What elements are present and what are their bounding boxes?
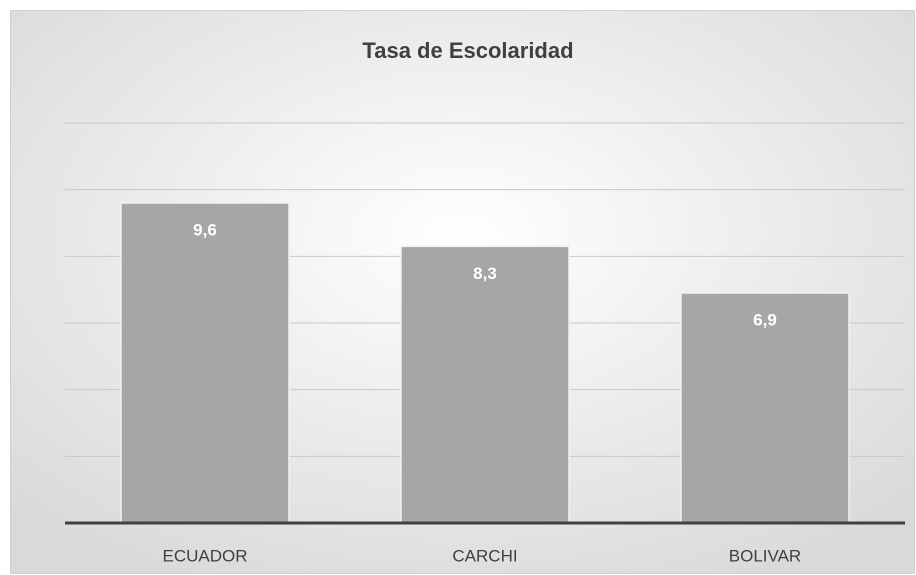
bar <box>120 202 290 524</box>
x-tick-label: BOLIVAR <box>729 546 801 565</box>
data-label: 8,3 <box>473 264 497 283</box>
chart-title: Tasa de Escolaridad <box>362 38 573 63</box>
data-label: 9,6 <box>193 220 217 239</box>
data-label: 6,9 <box>753 310 777 329</box>
x-tick-label: CARCHI <box>452 546 517 565</box>
x-tick-label: ECUADOR <box>162 546 247 565</box>
bar <box>680 292 850 524</box>
bar <box>400 245 570 524</box>
